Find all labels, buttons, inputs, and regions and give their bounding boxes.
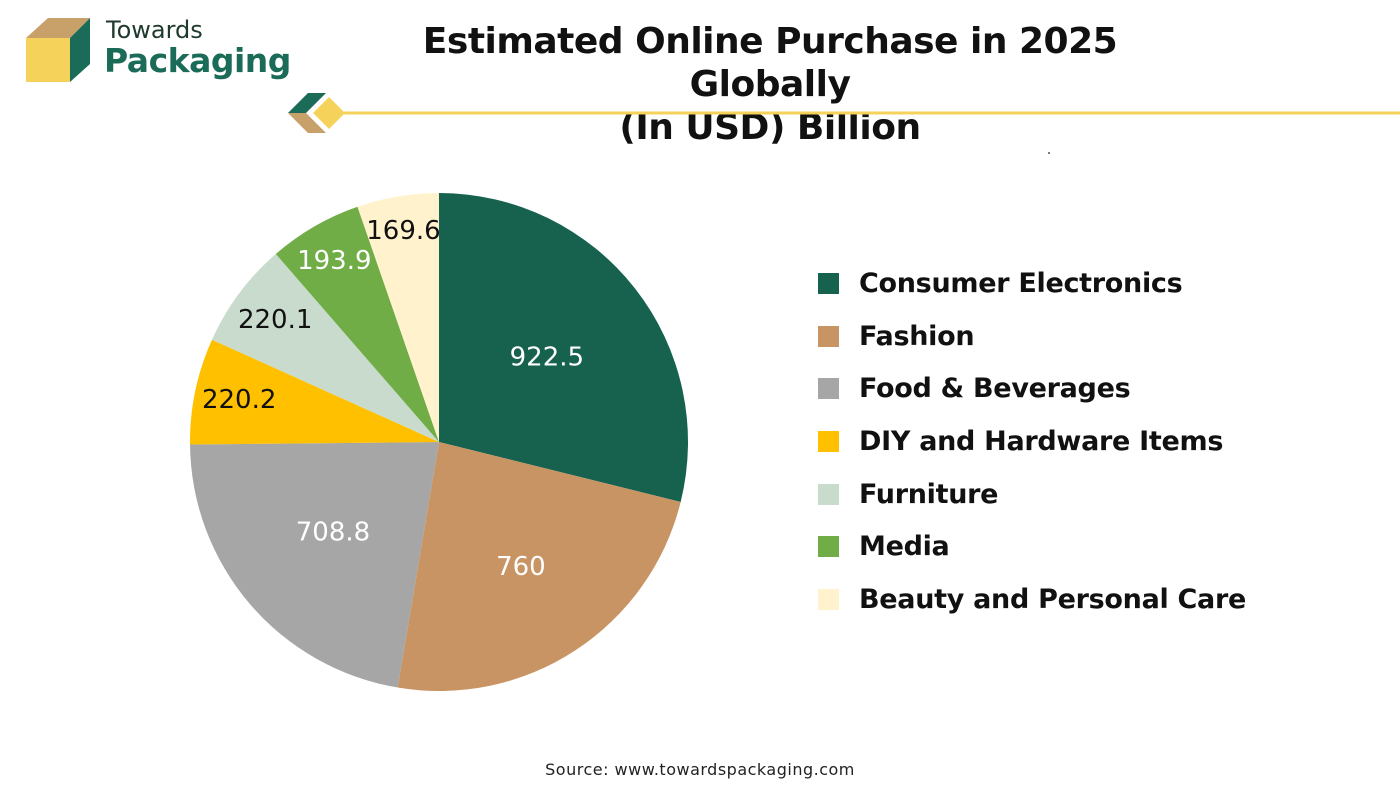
legend-swatch <box>818 272 839 294</box>
legend-item-diy-and-hardware-items: DIY and Hardware Items <box>818 415 1246 468</box>
legend-swatch <box>818 483 839 505</box>
data-label-food-and-beverages: 708.8 <box>296 518 370 548</box>
logo-text-towards: Towards <box>106 16 203 44</box>
logo-text-packaging: Packaging <box>104 41 291 80</box>
legend-label: Beauty and Personal Care <box>859 583 1247 615</box>
legend-swatch <box>818 325 839 347</box>
chart-title-line-1: Estimated Online Purchase in 2025 Global… <box>422 21 1118 105</box>
pie-slice-consumer-electronics <box>439 193 688 502</box>
legend-swatch <box>818 536 839 558</box>
box-logo-icon <box>26 18 90 82</box>
legend-item-furniture: Furniture <box>818 468 1246 521</box>
legend-item-consumer-electronics: Consumer Electronics <box>818 257 1246 310</box>
legend-label: Consumer Electronics <box>859 267 1183 299</box>
data-label-consumer-electronics: 922.5 <box>510 343 584 373</box>
legend-swatch <box>818 588 839 610</box>
pie-slices <box>190 193 688 691</box>
legend-swatch <box>818 378 839 400</box>
legend-label: Food & Beverages <box>859 373 1131 405</box>
data-label-media: 193.9 <box>297 246 371 276</box>
pie-slice-media <box>275 206 439 442</box>
chart-legend: Consumer Electronics Fashion Food & Bevera… <box>818 257 1246 626</box>
divider-line <box>344 111 1400 115</box>
title-divider <box>288 93 1400 133</box>
divider-ornament-green <box>288 93 326 113</box>
chart-title: Estimated Online Purchase in 2025 Global… <box>380 20 1160 149</box>
data-label-beauty-and-personal-care: 169.6 <box>366 216 440 246</box>
pie-slice-food-and-beverages <box>190 442 439 688</box>
pie-slice-diy-and-hardware-items <box>190 339 439 445</box>
data-label-fashion: 760 <box>496 552 546 582</box>
source-note: Source: www.towardspackaging.com <box>545 760 855 779</box>
legend-item-beauty-and-personal-care: Beauty and Personal Care <box>818 573 1246 626</box>
pie-slice-beauty-and-personal-care <box>357 193 439 442</box>
towards-packaging-logo: Towards Packaging <box>26 16 291 88</box>
legend-item-media: Media <box>818 520 1246 573</box>
legend-label: Furniture <box>859 478 999 510</box>
legend-label: Fashion <box>859 320 975 352</box>
legend-label: DIY and Hardware Items <box>859 425 1224 457</box>
legend-label: Media <box>859 531 950 563</box>
divider-ornament-yellow <box>313 97 345 129</box>
data-label-furniture: 220.1 <box>238 305 312 335</box>
stray-dot <box>1048 152 1050 154</box>
legend-swatch <box>818 430 839 452</box>
pie-slice-furniture <box>211 253 439 442</box>
legend-item-food-and-beverages: Food & Beverages <box>818 362 1246 415</box>
pie-slice-fashion <box>397 442 681 691</box>
legend-item-fashion: Fashion <box>818 310 1246 363</box>
data-label-diy-and-hardware-items: 220.2 <box>202 385 276 415</box>
divider-ornament-tan <box>288 113 326 133</box>
